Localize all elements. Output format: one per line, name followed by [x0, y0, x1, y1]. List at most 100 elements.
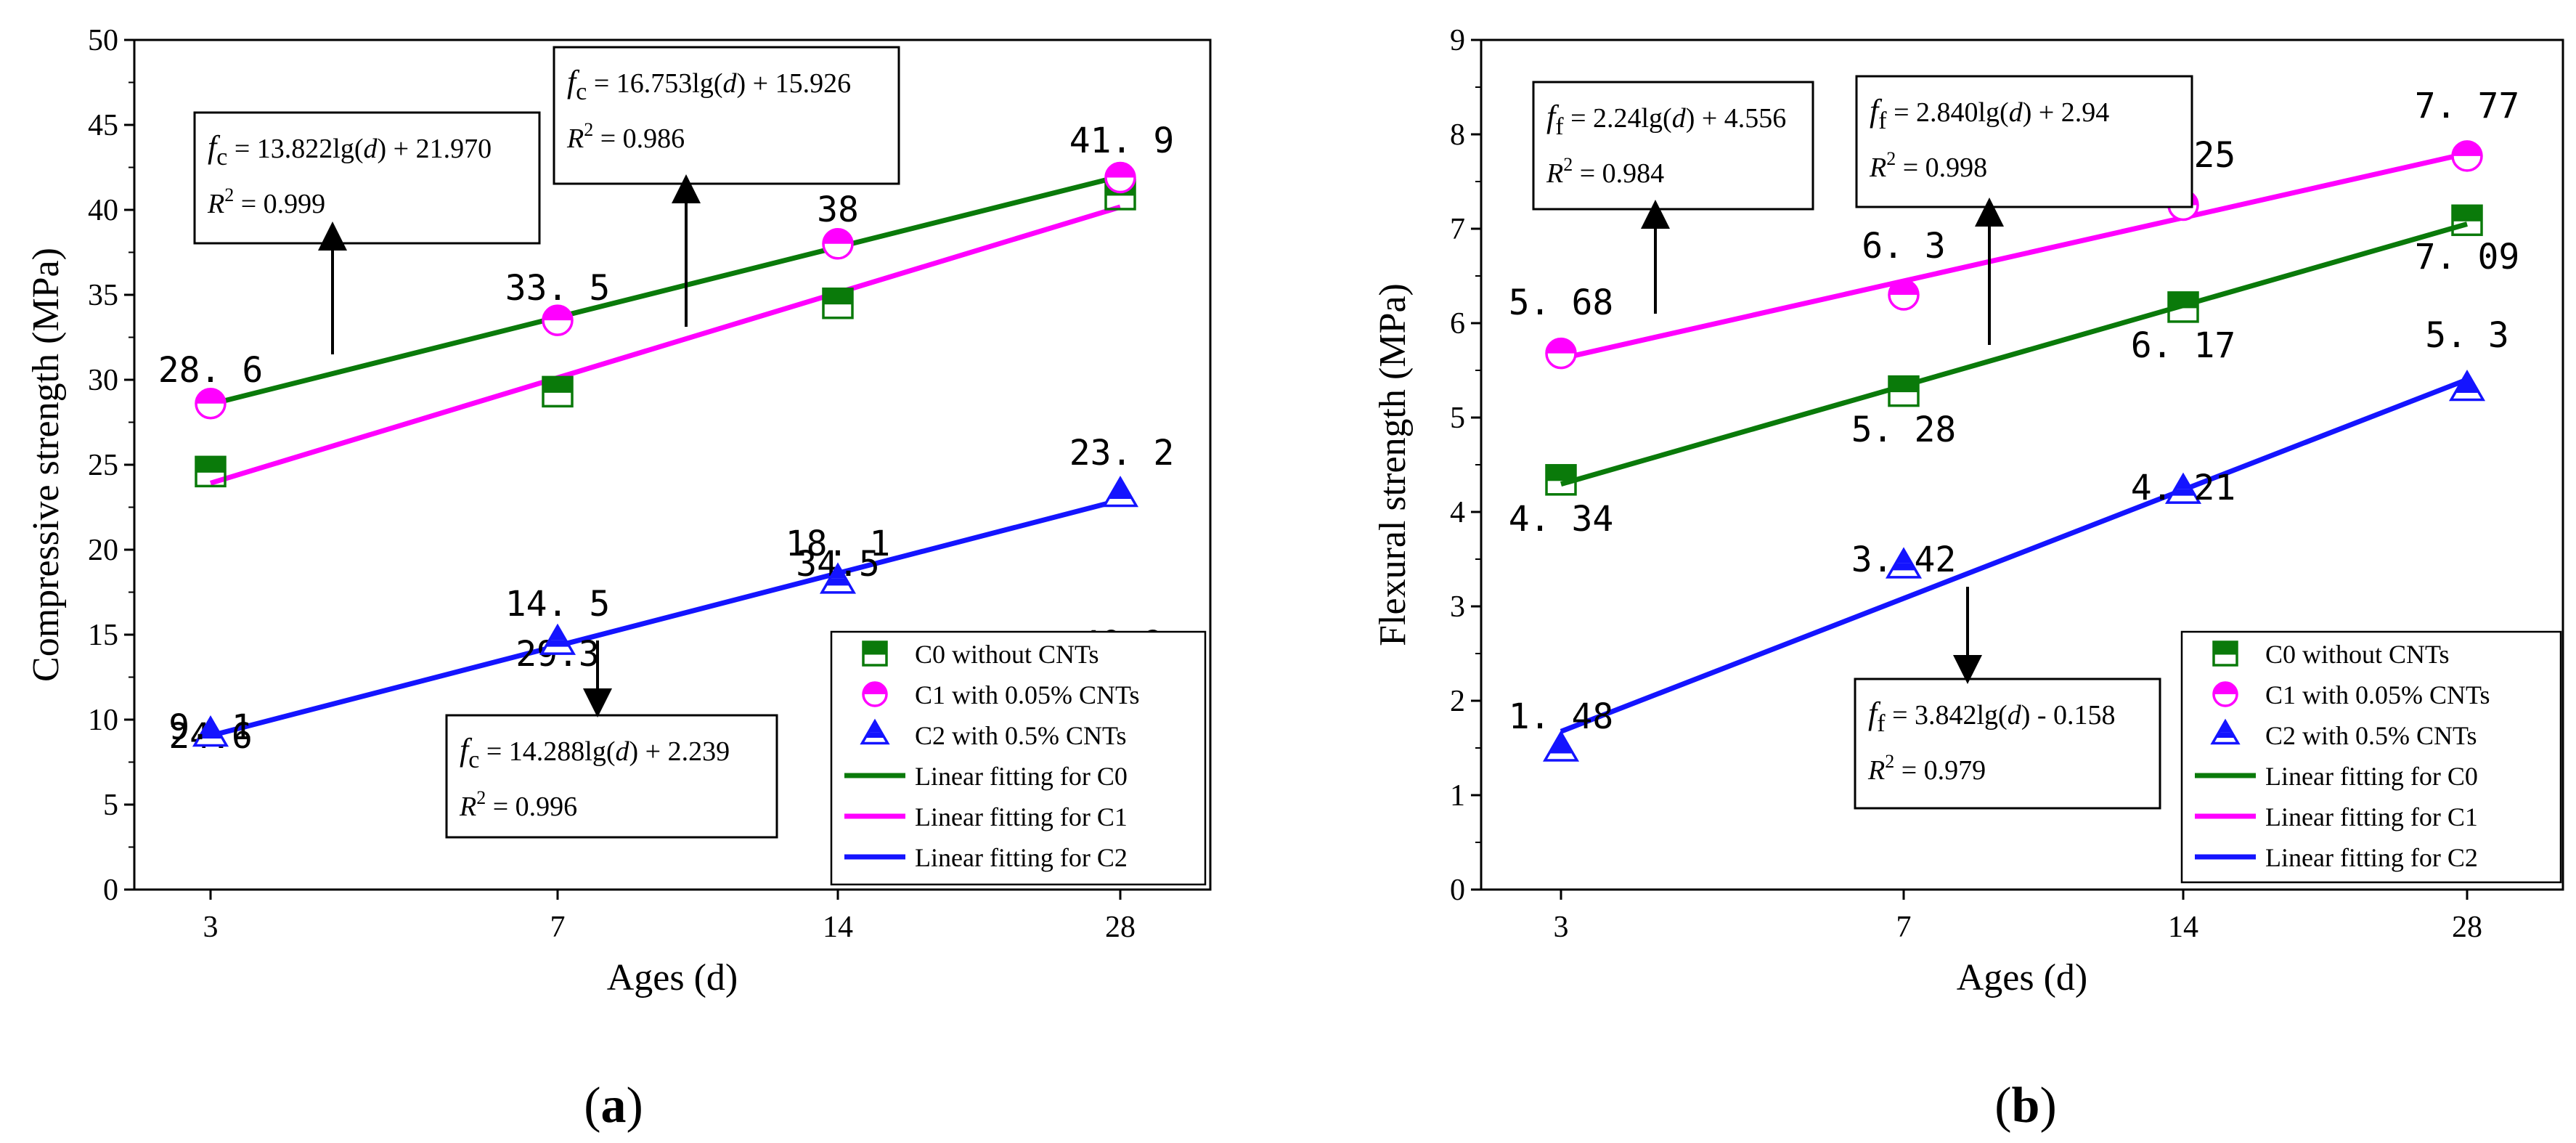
data-label: 38 — [817, 190, 859, 230]
data-label: 28. 6 — [158, 350, 264, 391]
fit-line-circle — [209, 204, 1122, 486]
r2-symbol: R — [207, 189, 224, 219]
x-tick-label: 7 — [550, 911, 566, 944]
legend-label: Linear fitting for C1 — [915, 802, 1128, 831]
data-label: 7. 09 — [2415, 237, 2520, 277]
data-point-square — [2167, 291, 2199, 323]
fit-r2: R2 = 0.979 — [1867, 751, 1986, 786]
r2-value: = 0.996 — [486, 792, 577, 822]
data-label: 1. 48 — [1509, 696, 1614, 737]
panel-label-paren: ( — [584, 1078, 600, 1134]
fit-r2: R2 = 0.984 — [1546, 154, 1664, 189]
equation-box-frame — [1855, 75, 2193, 208]
fit-equation-box: fc = 16.753lg(d) + 15.926 R2 = 0.986 — [553, 46, 900, 185]
data-label: 7. 77 — [2415, 86, 2520, 126]
data-label: 23. 2 — [1069, 433, 1175, 473]
eq-var2: d — [363, 134, 378, 164]
data-point-triangle — [1101, 476, 1139, 508]
panel-label-paren: ) — [627, 1078, 643, 1134]
r2-value: = 0.979 — [1894, 755, 1986, 786]
data-point-square — [1545, 464, 1577, 496]
r2-exp: 2 — [476, 787, 486, 808]
y-tick-label: 9 — [1450, 24, 1465, 57]
fit-line-triangle — [210, 497, 1121, 739]
fit-equation-box: ff = 2.840lg(d) + 2.94 R2 = 0.998 — [1855, 75, 2193, 208]
data-label: 33. 5 — [505, 268, 611, 309]
data-label: 18. 1 — [786, 524, 891, 564]
data-label: 6. 3 — [1862, 226, 1946, 267]
r2-value: = 0.999 — [234, 189, 325, 219]
r2-value: = 0.998 — [1896, 152, 1987, 183]
panel-label-letter: b — [2012, 1078, 2040, 1134]
y-tick-label: 45 — [88, 109, 118, 142]
legend-label: Linear fitting for C0 — [915, 762, 1128, 791]
r2-exp: 2 — [1563, 154, 1573, 175]
y-tick-label: 7 — [1450, 213, 1465, 246]
fit-equation-box: ff = 3.842lg(d) - 0.158 R2 = 0.979 — [1854, 678, 2161, 810]
eq-var2: d — [2009, 97, 2023, 128]
data-point-triangle — [192, 715, 229, 747]
eq-sub: f — [1878, 107, 1887, 134]
panel-label: (a) — [584, 1078, 643, 1134]
y-tick-label: 8 — [1450, 118, 1465, 152]
legend-marker-triangle — [2210, 718, 2241, 745]
legend-label: Linear fitting for C0 — [2265, 762, 2478, 791]
y-tick-label: 0 — [103, 874, 118, 907]
data-label: 9. 1 — [168, 707, 253, 748]
data-point-square — [542, 375, 574, 408]
legend-label: C1 with 0.05% CNTs — [2265, 680, 2490, 709]
eq-text-end: ) - 0.158 — [2021, 700, 2116, 731]
chart-panel-b: 0 1 2 3 4 5 6 7 8 9 3 7 14 28 Ages (d) Flexural strengt… — [1372, 24, 2564, 1134]
legend-marker-square — [2212, 640, 2238, 667]
r2-symbol: R — [459, 792, 476, 822]
legend: C0 without CNTs C1 with 0.05% CNTs C2 with… — [2180, 630, 2562, 884]
x-tick-label: 7 — [1896, 911, 1912, 944]
panel-label-letter: a — [601, 1078, 627, 1134]
legend-marker-triangle — [860, 718, 890, 745]
legend-label: Linear fitting for C2 — [915, 843, 1128, 872]
x-tick-label: 14 — [2168, 911, 2198, 944]
data-label: 6. 17 — [2131, 325, 2236, 366]
equation-box-frame — [193, 111, 541, 245]
data-point-triangle — [1542, 730, 1580, 762]
data-point-circle — [2451, 140, 2483, 172]
data-point-circle — [1545, 337, 1577, 370]
data-label: 14. 5 — [505, 584, 611, 625]
y-tick-label: 25 — [88, 449, 118, 482]
r2-symbol: R — [1546, 158, 1563, 189]
data-label: 5. 28 — [1851, 410, 1957, 450]
eq-text-end: ) + 2.94 — [2023, 97, 2110, 128]
equation-box-frame — [1532, 81, 1814, 211]
r2-symbol: R — [1867, 755, 1885, 786]
fit-r2: R2 = 0.996 — [459, 787, 577, 822]
r2-value: = 0.986 — [593, 123, 685, 154]
y-tick-label: 20 — [88, 534, 118, 567]
y-tick-label: 0 — [1450, 874, 1465, 907]
legend-label: C0 without CNTs — [915, 640, 1099, 669]
eq-sub: f — [1877, 710, 1886, 737]
fit-equation: fc = 16.753lg(d) + 15.926 — [567, 64, 851, 105]
legend-marker-circle — [2212, 681, 2238, 707]
y-tick-label: 4 — [1450, 496, 1465, 529]
data-point-triangle — [2448, 369, 2486, 402]
y-tick-label: 1 — [1450, 779, 1465, 813]
x-tick-label: 3 — [1554, 911, 1569, 944]
r2-exp: 2 — [584, 119, 593, 140]
y-tick-label: 40 — [88, 194, 118, 227]
y-tick-label: 35 — [88, 279, 118, 312]
y-tick-label: 50 — [88, 24, 118, 57]
fit-equation-box: fc = 14.288lg(d) + 2.239 R2 = 0.996 — [445, 714, 778, 839]
eq-var2: d — [1672, 103, 1687, 134]
eq-text: = 2.24lg( — [1564, 103, 1672, 134]
eq-sub: c — [576, 78, 587, 105]
data-label: 3. 42 — [1851, 540, 1957, 580]
y-axis-title: Flexural strength (MPa) — [1372, 283, 1414, 646]
data-point-square — [2451, 204, 2483, 237]
fit-r2: R2 = 0.999 — [207, 184, 325, 219]
legend: C0 without CNTs C1 with 0.05% CNTs C2 with… — [830, 630, 1207, 886]
x-tick-label: 3 — [203, 911, 219, 944]
equation-box-frame — [553, 46, 900, 185]
equation-box-frame — [445, 714, 778, 839]
